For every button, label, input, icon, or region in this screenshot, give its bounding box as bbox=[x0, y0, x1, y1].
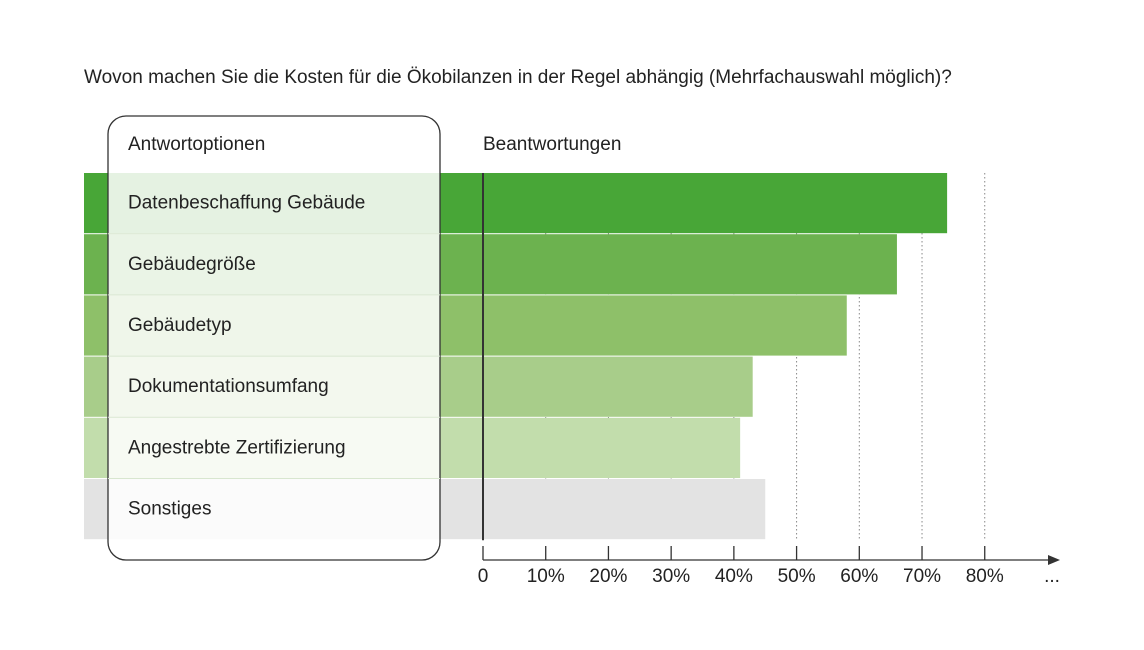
x-tick-label: 10% bbox=[527, 566, 565, 587]
x-tick-label: 70% bbox=[903, 566, 941, 587]
category-label: Angestrebte Zertifizierung bbox=[128, 437, 346, 458]
x-tick-label: 50% bbox=[778, 566, 816, 587]
x-tick-label: 0 bbox=[478, 566, 489, 587]
value-header: Beantwortungen bbox=[483, 134, 621, 155]
axis-arrow bbox=[1048, 555, 1060, 565]
chart-title: Wovon machen Sie die Kosten für die Ökob… bbox=[84, 67, 952, 88]
category-label: Gebäudetyp bbox=[128, 315, 232, 336]
x-tick-label: 30% bbox=[652, 566, 690, 587]
category-header: Antwortoptionen bbox=[128, 134, 265, 155]
x-tick-label: 60% bbox=[840, 566, 878, 587]
category-label: Gebäudegröße bbox=[128, 254, 256, 275]
category-label: Dokumentationsumfang bbox=[128, 376, 329, 397]
x-tick-label: 20% bbox=[589, 566, 627, 587]
axis: 0 10% 20% 30% 40% 50% 60% 70% 80% Datenbeschaffun… bbox=[108, 173, 1060, 587]
category-label: Datenbeschaffung Gebäude bbox=[128, 193, 365, 214]
options-box bbox=[107, 115, 441, 561]
x-tick-label: 80% bbox=[966, 566, 1004, 587]
category-label: Sonstiges bbox=[128, 499, 211, 520]
axis-end-label: ... bbox=[1044, 566, 1060, 587]
x-tick-label: 40% bbox=[715, 566, 753, 587]
